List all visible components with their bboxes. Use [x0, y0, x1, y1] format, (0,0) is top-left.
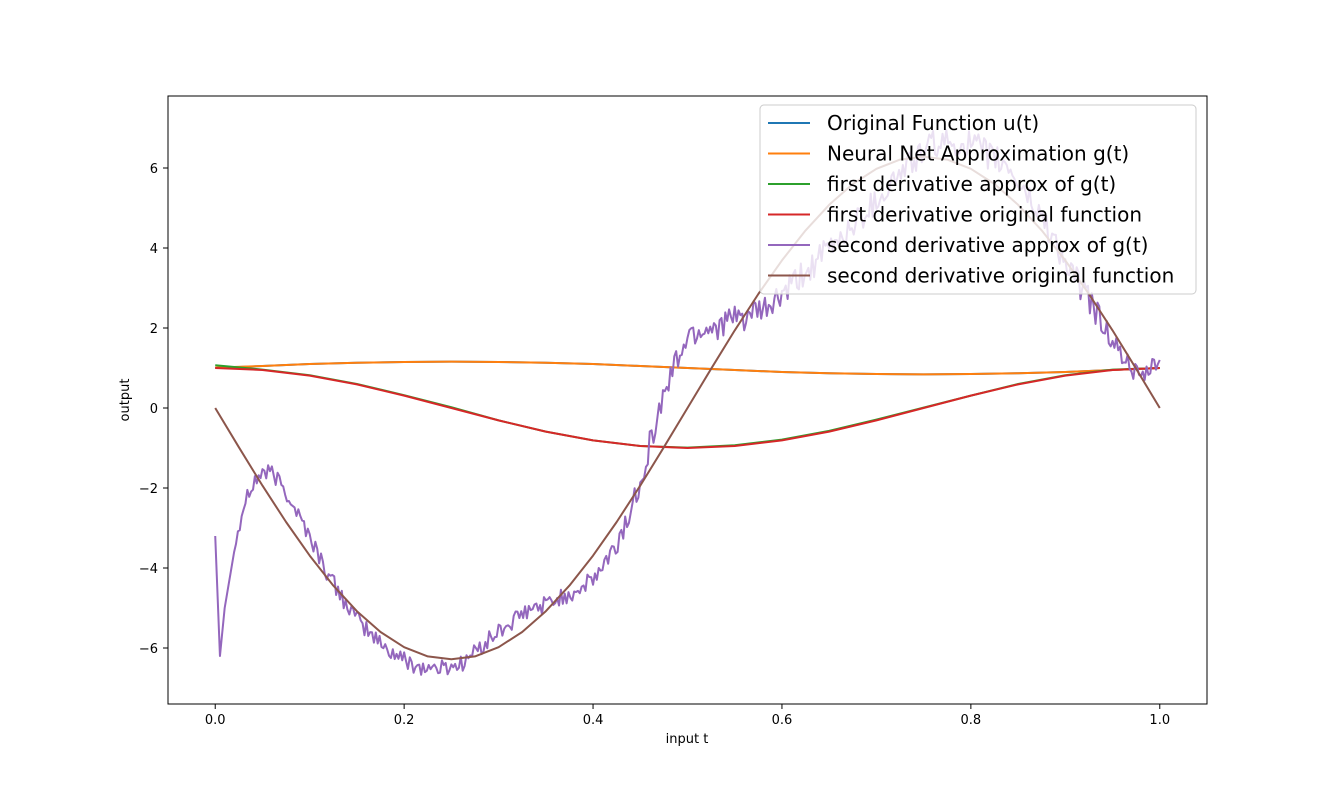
y-tick-label: −4 [139, 562, 158, 577]
x-tick-label: 0.6 [772, 713, 793, 728]
legend-label: Original Function u(t) [827, 111, 1039, 135]
legend-label: second derivative original function [827, 264, 1174, 288]
y-tick-label: 6 [150, 162, 158, 177]
y-tick-label: −2 [139, 482, 158, 497]
legend-label: second derivative approx of g(t) [827, 233, 1148, 257]
plot-area: 0.0 0.2 0.4 0.6 0.8 1.0 −6 −4 −2 0 2 4 6 Original Fu… [139, 95, 1208, 728]
y-tick-label: −6 [139, 642, 158, 657]
legend: Original Function u(t) Neural Net Approxi… [759, 104, 1197, 295]
tick-layer: 0.0 0.2 0.4 0.6 0.8 1.0 −6 −4 −2 0 2 4 6 [139, 162, 1170, 728]
y-tick-label: 0 [150, 402, 158, 417]
legend-label: first derivative approx of g(t) [827, 172, 1116, 196]
legend-box [759, 104, 1197, 295]
x-tick-label: 0.8 [961, 713, 982, 728]
plot-border [167, 95, 1208, 705]
x-tick-label: 0.4 [583, 713, 604, 728]
series-line-4 [215, 367, 1160, 449]
x-axis-label: input t [666, 732, 709, 747]
y-axis-label: output [118, 379, 133, 422]
legend-label: Neural Net Approximation g(t) [827, 142, 1129, 166]
x-tick-label: 1.0 [1149, 713, 1170, 728]
series-line-2 [215, 360, 1160, 376]
y-tick-label: 2 [150, 322, 158, 337]
x-tick-label: 0.0 [205, 713, 226, 728]
legend-label: first derivative original function [827, 203, 1142, 227]
x-tick-label: 0.2 [394, 713, 415, 728]
y-tick-label: 4 [150, 242, 158, 257]
